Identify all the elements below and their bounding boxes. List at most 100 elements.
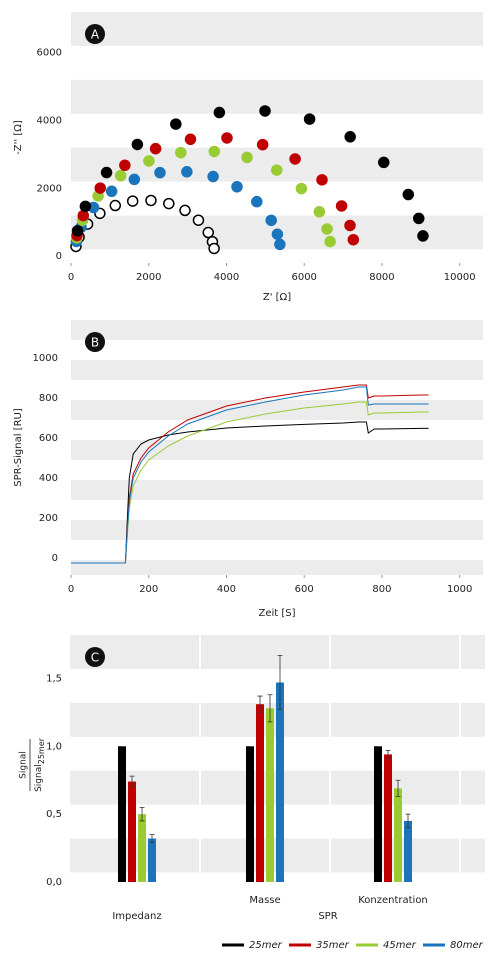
error-bar: [149, 834, 155, 844]
point: [79, 200, 92, 213]
panel-badge: [85, 24, 105, 44]
error-bar: [395, 779, 401, 797]
bar: [404, 820, 412, 882]
point: [94, 182, 106, 194]
y-tick-label: 1,0: [46, 741, 62, 752]
panel-badge: [85, 332, 105, 352]
category-label: Masse: [249, 895, 280, 906]
error-bar: [405, 813, 411, 829]
legend-label: 25mer: [249, 940, 283, 951]
error-bar: [267, 694, 273, 723]
line: [71, 421, 429, 564]
point: [417, 230, 429, 242]
band: [71, 480, 483, 500]
panel-label: C: [91, 651, 99, 665]
x-tick-label: 600: [295, 584, 314, 595]
point: [175, 146, 187, 159]
y-tick-label: 0: [56, 251, 62, 262]
point: [128, 173, 141, 186]
point: [289, 153, 301, 165]
point: [77, 209, 90, 222]
point: [154, 166, 166, 179]
point: [256, 138, 269, 151]
point: [163, 197, 175, 210]
line: [71, 401, 429, 564]
point: [251, 195, 263, 208]
x-tick-label: 800: [372, 584, 391, 595]
y-axis-label: Signal Signal25mer: [19, 737, 46, 792]
bar: [384, 754, 392, 882]
bar: [374, 746, 382, 882]
band: [71, 12, 483, 46]
x-tick-label: 10000: [444, 272, 476, 283]
panel-badge: [85, 647, 105, 667]
point: [131, 138, 144, 151]
point: [344, 219, 356, 232]
y-label-denominator-text: Signal: [34, 764, 44, 792]
y-tick-label: 1,5: [46, 673, 62, 684]
point: [181, 166, 193, 178]
point: [271, 164, 283, 176]
point: [265, 214, 277, 227]
error-bar: [277, 654, 283, 711]
bar: [256, 704, 264, 882]
band: [71, 360, 483, 380]
point: [313, 205, 326, 218]
legend-label: 35mer: [316, 940, 350, 951]
band: [71, 560, 483, 575]
y-tick-label: 800: [39, 393, 58, 404]
band: [71, 440, 483, 460]
point: [324, 235, 336, 248]
panel-label: A: [91, 28, 100, 42]
point: [105, 185, 118, 198]
point: [295, 182, 308, 195]
point: [208, 145, 221, 158]
point: [71, 225, 84, 237]
x-tick-label: 0: [68, 584, 74, 595]
point: [231, 181, 243, 193]
y-tick-label: 600: [39, 433, 58, 444]
point: [271, 228, 284, 240]
y-tick-label: 0,5: [46, 809, 62, 820]
point: [335, 200, 348, 212]
x-tick-label: 6000: [291, 272, 316, 283]
point: [149, 142, 162, 155]
y-axis-label: -Z'' [Ω]: [13, 120, 24, 155]
y-axis-label: SPR-Signal [RU]: [13, 408, 24, 487]
point: [202, 226, 214, 239]
point: [221, 132, 233, 144]
y-tick-label: 0: [52, 553, 58, 564]
bar: [246, 746, 254, 882]
x-tick-label: 8000: [369, 272, 394, 283]
point: [145, 194, 157, 207]
error-bar: [385, 749, 391, 759]
point: [402, 188, 415, 201]
point: [109, 199, 122, 212]
x-tick-label: 0: [68, 272, 74, 283]
x-axis-label: Zeit [S]: [258, 608, 295, 619]
y-label-denominator: Signal25mer: [34, 737, 46, 792]
y-tick-label: 1000: [33, 353, 58, 364]
bar: [138, 814, 146, 882]
band: [70, 635, 485, 669]
band: [71, 79, 483, 114]
y-label-subscript: 25mer: [37, 737, 46, 764]
y-tick-label: 0,0: [46, 877, 62, 888]
y-tick-label: 400: [39, 473, 58, 484]
point: [184, 133, 197, 146]
x-tick-label: 2000: [136, 272, 161, 283]
point: [378, 156, 390, 169]
point: [413, 212, 425, 225]
x-tick-label: 4000: [214, 272, 239, 283]
line: [71, 386, 429, 564]
point: [303, 113, 316, 125]
group-label: SPR: [318, 911, 337, 922]
error-bar: [139, 806, 145, 822]
y-tick-label: 2000: [37, 183, 62, 194]
point: [316, 174, 328, 186]
point: [274, 238, 286, 251]
band: [71, 520, 483, 540]
point: [143, 155, 155, 167]
x-tick-label: 200: [139, 584, 158, 595]
point: [114, 169, 127, 182]
